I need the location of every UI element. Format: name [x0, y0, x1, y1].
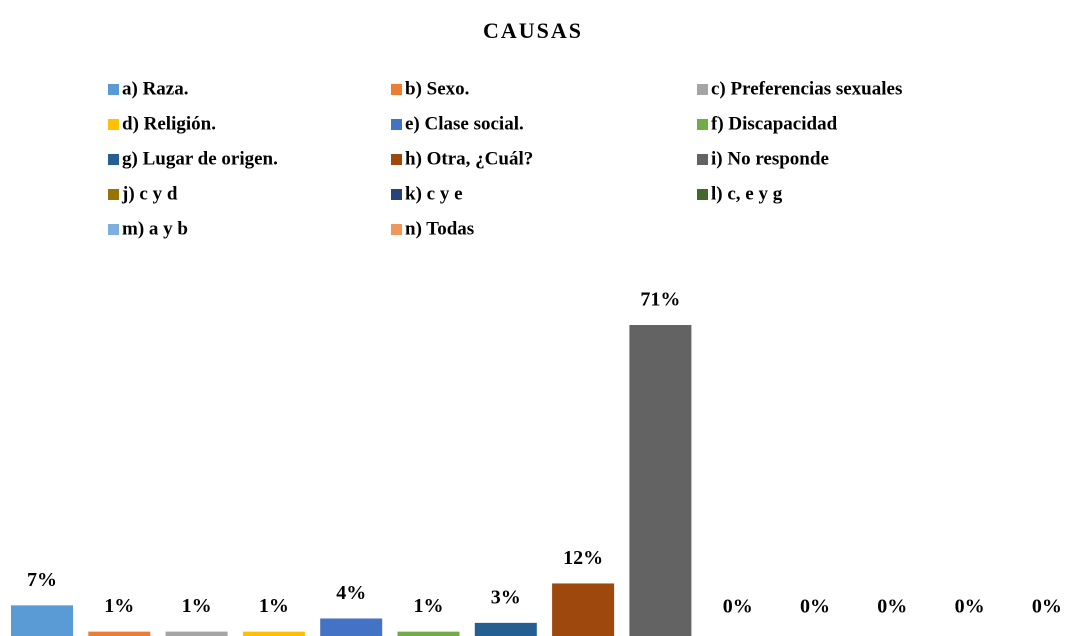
bar: [242, 631, 305, 636]
legend-swatch: [108, 84, 119, 95]
legend-swatch: [697, 154, 708, 165]
legend-label: m) a y b: [122, 218, 188, 239]
legend-swatch: [108, 154, 119, 165]
legend-label: b) Sexo.: [405, 78, 469, 99]
legend-label: g) Lugar de origen.: [122, 148, 278, 169]
data-label: 7%: [27, 569, 57, 591]
legend-label: i) No responde: [711, 148, 829, 169]
bar: [474, 622, 537, 636]
legend-label: j) c y d: [121, 183, 178, 204]
bar: [320, 618, 383, 636]
legend-label: l) c, e y g: [711, 183, 783, 204]
legend-swatch: [108, 224, 119, 235]
legend-swatch: [391, 154, 402, 165]
data-label: 4%: [336, 582, 366, 604]
data-label: 1%: [182, 595, 212, 617]
bar: [397, 631, 460, 636]
data-label: 12%: [563, 547, 603, 569]
bar: [629, 325, 692, 636]
bar: [88, 631, 151, 636]
legend-swatch: [697, 84, 708, 95]
bar: [165, 631, 228, 636]
data-label: 1%: [414, 595, 444, 617]
legend-label: n) Todas: [405, 218, 474, 239]
bar: [552, 583, 615, 636]
data-label: 0%: [800, 596, 830, 618]
data-label: 1%: [104, 595, 134, 617]
legend-swatch: [697, 119, 708, 130]
legend-swatch: [391, 224, 402, 235]
data-label: 1%: [259, 595, 289, 617]
legend-label: d) Religión.: [122, 113, 216, 134]
legend-label: f) Discapacidad: [711, 113, 838, 134]
legend-swatch: [391, 119, 402, 130]
data-label: 0%: [723, 596, 753, 618]
data-label: 0%: [877, 596, 907, 618]
legend-label: k) c y e: [405, 183, 463, 204]
legend-swatch: [108, 189, 119, 200]
legend-swatch: [391, 84, 402, 95]
data-label: 71%: [640, 289, 680, 311]
legend-label: a) Raza.: [122, 78, 188, 99]
legend-label: c) Preferencias sexuales: [711, 78, 902, 99]
chart-title: CAUSAS: [483, 18, 583, 43]
data-label: 3%: [491, 586, 521, 608]
data-label: 0%: [1032, 596, 1062, 618]
data-label: 0%: [955, 596, 985, 618]
bar: [11, 605, 73, 636]
legend-swatch: [391, 189, 402, 200]
legend-swatch: [108, 119, 119, 130]
legend-label: h) Otra, ¿Cuál?: [405, 148, 533, 169]
legend-label: e) Clase social.: [405, 113, 524, 134]
legend-swatch: [697, 189, 708, 200]
